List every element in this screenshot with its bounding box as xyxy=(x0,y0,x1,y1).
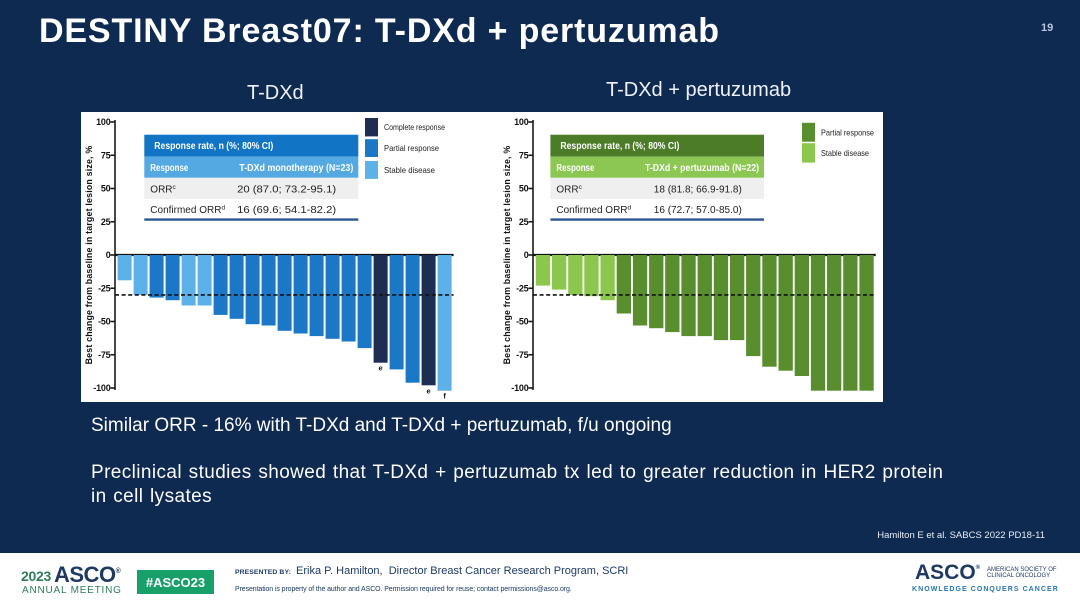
svg-text:Partial response: Partial response xyxy=(821,127,874,137)
svg-text:ORRc: ORRc xyxy=(150,184,176,196)
svg-text:Partial response: Partial response xyxy=(384,143,439,153)
svg-text:20 (87.0; 73.2-95.1): 20 (87.0; 73.2-95.1) xyxy=(237,184,336,195)
svg-text:0: 0 xyxy=(106,250,111,260)
svg-text:25: 25 xyxy=(101,217,111,227)
svg-text:0: 0 xyxy=(524,250,529,260)
svg-text:-100: -100 xyxy=(93,383,110,393)
svg-text:50: 50 xyxy=(101,184,111,194)
svg-text:Stable disease: Stable disease xyxy=(821,148,869,158)
svg-text:e: e xyxy=(379,364,383,373)
svg-text:Confirmed ORRd: Confirmed ORRd xyxy=(150,205,225,217)
svg-text:50: 50 xyxy=(519,184,529,194)
svg-text:T-DXd + pertuzumab (N=22): T-DXd + pertuzumab (N=22) xyxy=(645,162,759,174)
svg-text:-100: -100 xyxy=(511,383,528,393)
svg-text:16 (72.7; 57.0-85.0): 16 (72.7; 57.0-85.0) xyxy=(654,205,742,216)
svg-text:T-DXd monotherapy (N=23): T-DXd monotherapy (N=23) xyxy=(239,162,353,174)
svg-text:f: f xyxy=(443,392,446,401)
svg-text:18 (81.8; 66.9-91.8): 18 (81.8; 66.9-91.8) xyxy=(654,184,742,195)
svg-text:-75: -75 xyxy=(98,350,111,360)
svg-text:-75: -75 xyxy=(516,350,529,360)
svg-text:Best change from baseline in t: Best change from baseline in target lesi… xyxy=(502,146,512,365)
svg-text:e: e xyxy=(427,386,431,395)
svg-text:Complete response: Complete response xyxy=(384,122,445,132)
svg-text:75: 75 xyxy=(519,150,529,160)
svg-text:75: 75 xyxy=(101,150,111,160)
svg-text:Stable disease: Stable disease xyxy=(384,165,435,175)
svg-text:Response: Response xyxy=(150,162,188,174)
svg-text:-25: -25 xyxy=(98,283,111,293)
svg-text:16 (69.6; 54.1-82.2): 16 (69.6; 54.1-82.2) xyxy=(237,205,336,216)
svg-text:-50: -50 xyxy=(98,317,111,327)
svg-text:Response rate, n (%; 80% CI): Response rate, n (%; 80% CI) xyxy=(560,140,679,152)
svg-text:-50: -50 xyxy=(516,317,529,327)
svg-text:100: 100 xyxy=(514,117,529,127)
svg-text:Best change from baseline in t: Best change from baseline in target lesi… xyxy=(84,146,94,365)
svg-text:25: 25 xyxy=(519,217,529,227)
svg-text:ORRc: ORRc xyxy=(556,184,582,196)
svg-text:Confirmed ORRd: Confirmed ORRd xyxy=(556,205,631,217)
svg-text:Response: Response xyxy=(556,162,594,174)
svg-text:-25: -25 xyxy=(516,283,529,293)
svg-text:100: 100 xyxy=(96,117,111,127)
svg-text:Response rate, n (%; 80% CI): Response rate, n (%; 80% CI) xyxy=(154,140,273,152)
